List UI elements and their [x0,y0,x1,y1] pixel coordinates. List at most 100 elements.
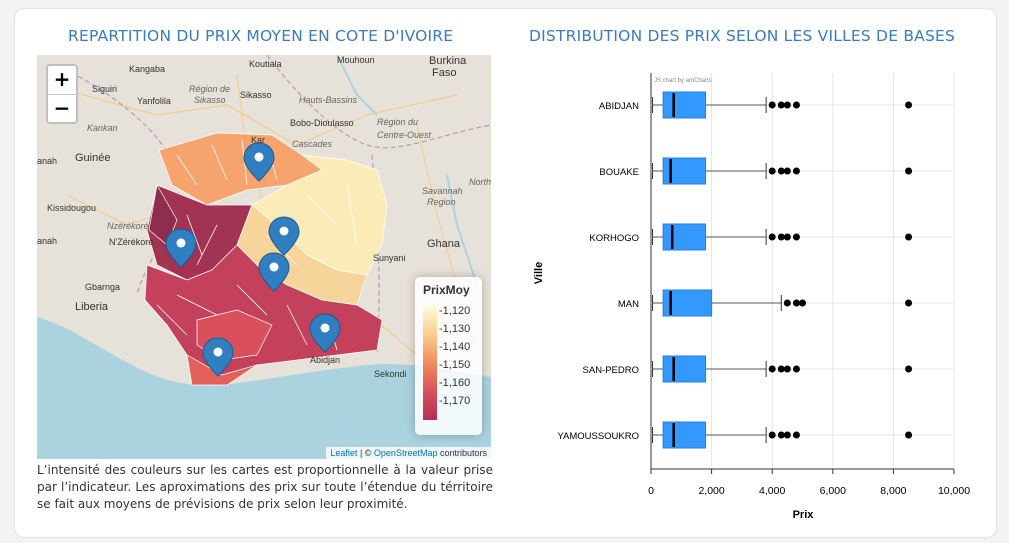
x-axis-title: Prix [793,509,815,521]
outlier-point [783,365,791,373]
place-label: Mouhoun [337,55,375,65]
place-label: Cascades [292,139,333,149]
place-label: Gbarnga [85,282,121,292]
legend-title: PrixMoy [423,283,470,297]
outlier-point [783,167,791,175]
place-label: Centre-Ouest [377,130,432,140]
category-label: KORHOGO [589,233,639,244]
place-label: Nzérékoré [107,221,149,231]
place-label: Burkina [429,55,467,67]
place-label: anah [37,156,58,166]
place-label: N'Zérékoré [109,237,154,247]
marker-san-pedro[interactable] [202,337,234,377]
outlier-point [777,233,785,241]
outlier-point [777,167,785,175]
category-label: BOUAKE [599,167,639,178]
box [662,421,707,449]
leaflet-map[interactable]: Kangaba Koutiala Mouhoun Burkina Faso Si… [37,55,491,459]
zoom-in-button[interactable]: + [48,66,76,95]
chart-credit: JS chart by amCharts [654,78,712,84]
zoom-control: + − [46,64,78,124]
marker-yamoussoukro[interactable] [258,252,290,292]
x-tick-label: 0 [648,485,654,497]
x-tick-label: 4,000 [759,485,785,497]
legend-label: -1,120 [439,305,471,317]
map-background [37,55,491,459]
place-label: Yanfolila [137,96,171,106]
place-label: Kankan [87,123,118,133]
outlier-point [905,233,913,241]
place-label: Siguiri [92,84,118,94]
map-attribution: Leaflet | © OpenStreetMap contributors [326,447,491,459]
place-label: Sikasso [194,95,226,105]
place-label: Ghana [427,238,461,250]
x-tick-label: 8,000 [880,485,906,497]
box [662,355,707,383]
category-label: SAN-PEDRO [583,365,639,376]
legend-label: -1,170 [439,395,471,407]
place-label: Kangaba [129,64,166,74]
x-tick-label: 10,000 [938,485,970,497]
map-description: L’intensité des couleurs sur les cartes … [37,463,493,511]
category-label: ABIDJAN [599,101,639,112]
outlier-point [905,365,913,373]
outlier-point [777,365,785,373]
place-label: Abidjan [310,355,341,365]
place-label: anah [37,236,58,246]
outlier-point [768,233,776,241]
place-label: Hauts-Bassins [299,95,358,105]
place-label: Bobo-Dioulasso [290,118,354,128]
outlier-point [905,299,913,307]
chart-title: DISTRIBUTION DES PRIX SELON LES VILLES D… [529,27,956,45]
outlier-point [792,299,800,307]
place-label: Guinée [75,152,111,164]
leaflet-link[interactable]: Leaflet [330,448,358,458]
osm-link[interactable]: OpenStreetMap [373,448,438,458]
outlier-point [783,233,791,241]
place-label: Koutiala [249,59,282,69]
place-label: Liberia [75,301,109,313]
legend-color-bar [423,307,437,420]
boxplot-svg: JS chart by amCharts 0 2,000 4,000 6,000 8,00… [533,73,970,521]
category-label: MAN [618,299,639,310]
outlier-point [768,365,776,373]
marker-man[interactable] [165,228,197,268]
outlier-point [768,101,776,109]
boxplot-chart: JS chart by amCharts 0 2,000 4,000 6,000 8,00… [528,55,978,525]
place-label: Sikasso [240,90,272,100]
marker-abidjan[interactable] [309,313,341,353]
category-label: YAMOUSSOUKRO [557,431,639,442]
legend-label: -1,140 [439,341,471,353]
outlier-point [799,299,806,307]
place-label: Région de [189,84,231,94]
attribution-sep: | © [357,448,374,458]
outlier-point [783,101,791,109]
box [662,223,707,251]
legend-label: -1,150 [439,359,471,371]
marker-bouake[interactable] [268,216,300,256]
place-label: Sekondi [374,369,407,379]
outlier-point [905,431,913,439]
map-title: REPARTITION DU PRIX MOYEN EN COTE D'IVOI… [68,27,454,45]
zoom-out-button[interactable]: − [53,96,71,120]
place-label: Région du [377,117,419,127]
place-label: Region [427,197,456,207]
y-axis-title: Ville [533,262,545,284]
place-label: Kissidougou [47,203,97,213]
outlier-point [768,431,776,439]
place-label: Savannah [422,186,463,196]
attribution-contributors: contributors [437,448,487,458]
marker-korhogo[interactable] [243,142,275,182]
outlier-point [905,167,913,175]
x-tick-label: 6,000 [820,485,846,497]
outlier-point [905,101,913,109]
place-label: Northe [469,177,491,187]
outlier-point [792,167,800,175]
outlier-point [783,299,791,307]
outlier-point [792,233,800,241]
place-label: Sunyani [373,253,406,263]
outlier-point [777,101,785,109]
outlier-point [792,365,800,373]
legend-label: -1,160 [439,377,471,389]
place-label: Kar [251,135,266,145]
